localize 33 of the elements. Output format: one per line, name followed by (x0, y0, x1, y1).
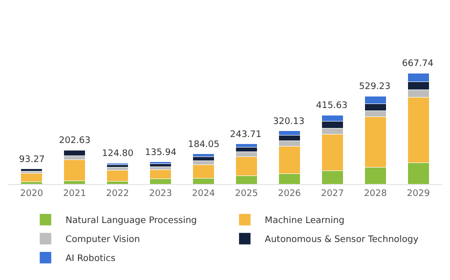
bar (150, 164, 172, 167)
x-tick-label: 2025 (235, 188, 258, 199)
annotation: 320.13 (273, 117, 304, 127)
legend-label: Machine Learning (264, 216, 344, 226)
x-tick-label: 2021 (63, 188, 86, 199)
legend-label: Autonomous & Sensor Technology (264, 235, 420, 246)
legend-label: AI Robotics (66, 254, 116, 264)
x-tick-label: 2026 (278, 188, 302, 199)
annotation: 93.27 (19, 155, 45, 165)
annotation: 415.63 (316, 101, 348, 111)
annotation: 184.05 (188, 140, 220, 150)
x-tick-label: 2020 (20, 188, 44, 199)
bar (150, 161, 172, 164)
legend-label: Computer Vision (66, 235, 140, 246)
x-tick-label: 2028 (364, 188, 388, 199)
annotation: 124.80 (102, 149, 134, 159)
x-tick-label: 2029 (406, 188, 430, 199)
bar (192, 153, 215, 157)
bar (64, 150, 86, 156)
annotation: 202.63 (59, 136, 90, 146)
bar (20, 168, 43, 172)
x-tick-label: 2022 (106, 188, 130, 199)
x-tick-label: 2023 (149, 188, 172, 199)
annotation: 135.94 (145, 148, 177, 158)
annotation: 529.23 (359, 82, 390, 92)
bar (20, 173, 43, 182)
x-tick-label: 2027 (320, 188, 344, 199)
bar (64, 159, 86, 181)
annotation: 243.71 (230, 130, 262, 140)
x-tick-label: 2024 (192, 188, 216, 199)
bar (106, 170, 129, 182)
text: 667.74 (402, 59, 434, 69)
legend-label: Natural Language Processing (66, 216, 197, 226)
